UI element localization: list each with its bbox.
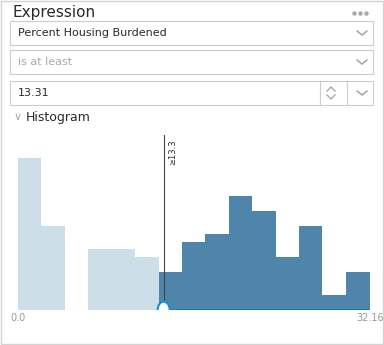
FancyBboxPatch shape: [10, 50, 373, 74]
Text: ≥13.3: ≥13.3: [168, 140, 177, 165]
Bar: [18, 158, 41, 310]
FancyBboxPatch shape: [10, 21, 373, 45]
Bar: [323, 295, 346, 310]
FancyBboxPatch shape: [10, 81, 373, 105]
Bar: [112, 249, 135, 310]
Bar: [159, 272, 182, 310]
Bar: [205, 234, 229, 310]
Text: 13.31: 13.31: [18, 88, 50, 98]
Bar: [135, 257, 159, 310]
Text: Histogram: Histogram: [26, 110, 91, 124]
Text: Percent Housing Burdened: Percent Housing Burdened: [18, 28, 167, 38]
Bar: [346, 272, 370, 310]
Text: Expression: Expression: [12, 6, 95, 20]
Bar: [276, 257, 299, 310]
Circle shape: [158, 302, 170, 318]
Bar: [88, 249, 112, 310]
Text: is at least: is at least: [18, 57, 72, 67]
Bar: [299, 226, 323, 310]
Bar: [182, 241, 205, 310]
Bar: [252, 211, 276, 310]
Bar: [229, 196, 252, 310]
Text: ∨: ∨: [14, 112, 22, 122]
Bar: [41, 226, 65, 310]
